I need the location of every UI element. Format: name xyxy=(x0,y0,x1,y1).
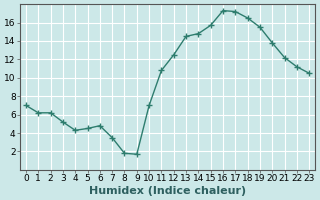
X-axis label: Humidex (Indice chaleur): Humidex (Indice chaleur) xyxy=(89,186,246,196)
